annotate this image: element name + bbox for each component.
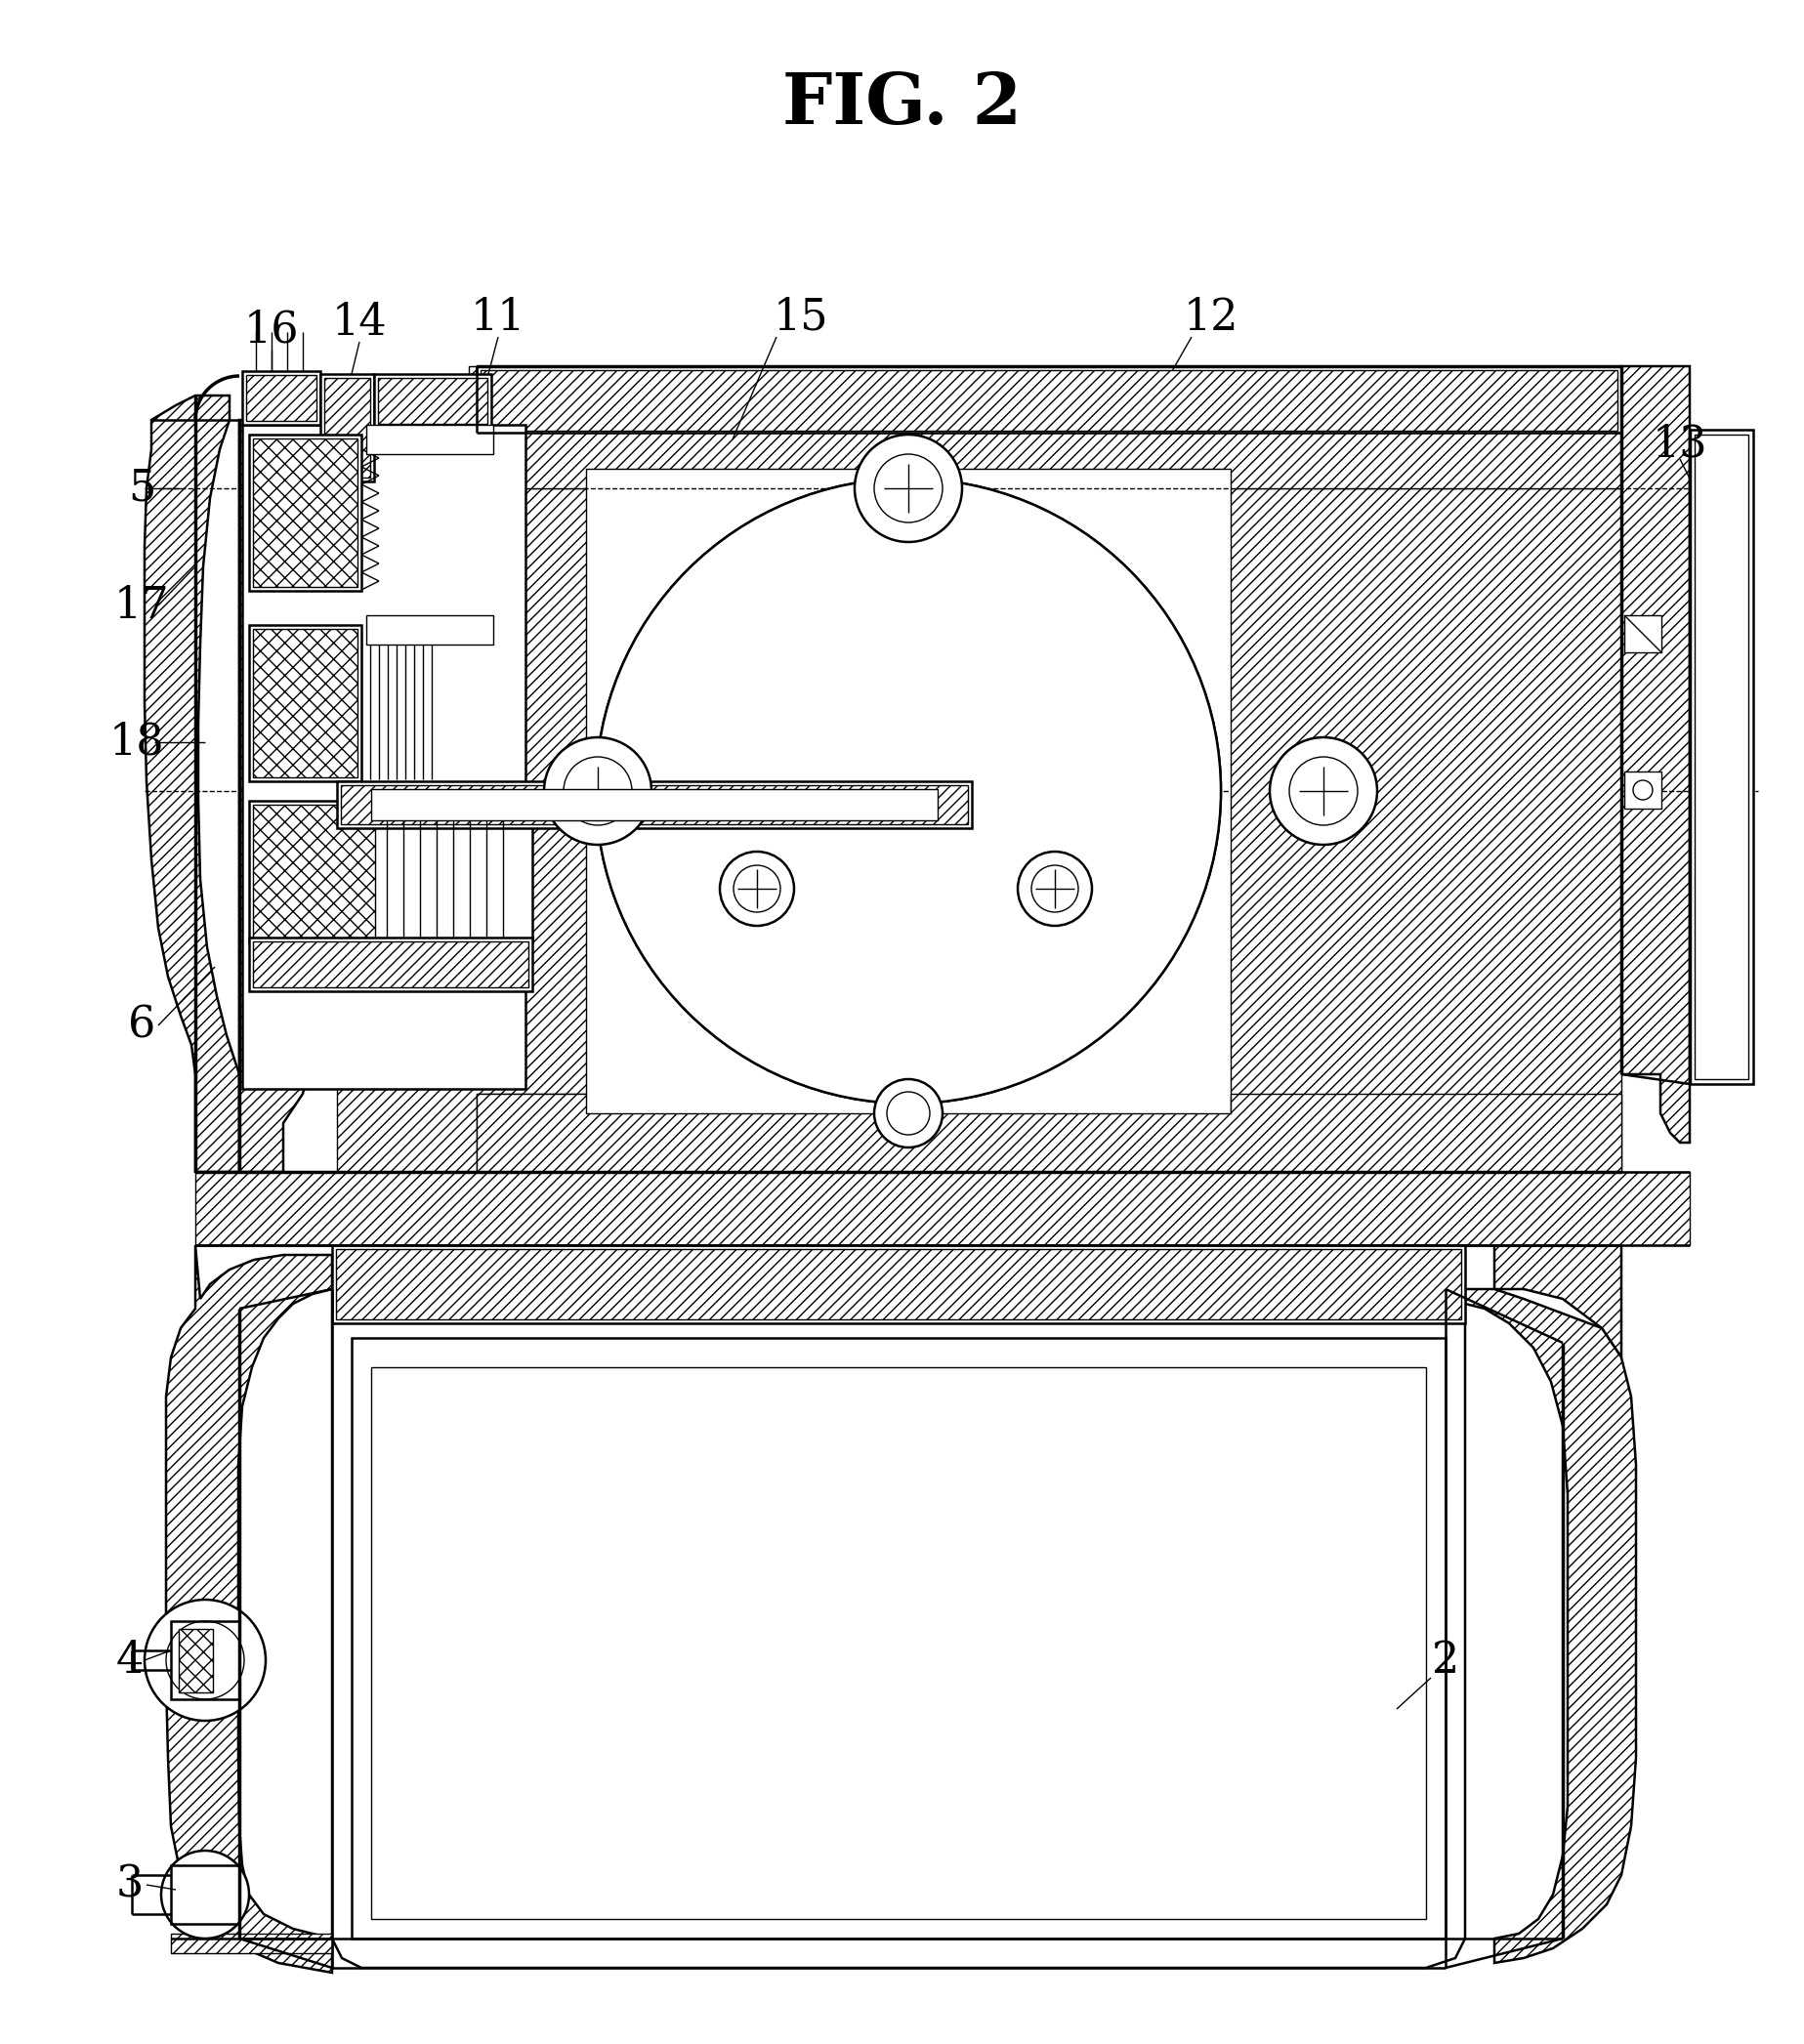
Bar <box>242 425 525 1089</box>
Bar <box>325 378 370 478</box>
Bar <box>1690 429 1753 1083</box>
Bar <box>480 370 1618 431</box>
Polygon shape <box>1230 489 1622 1171</box>
Bar <box>373 374 491 427</box>
Bar <box>171 1621 240 1699</box>
Polygon shape <box>166 1245 332 1972</box>
Bar <box>171 1866 240 1923</box>
Circle shape <box>734 865 781 912</box>
Bar <box>171 1866 240 1923</box>
Text: FIG. 2: FIG. 2 <box>783 69 1021 139</box>
Bar <box>341 785 969 824</box>
Polygon shape <box>144 397 240 1171</box>
Bar <box>478 366 1625 433</box>
Polygon shape <box>332 1290 1465 1968</box>
Circle shape <box>595 478 1221 1104</box>
Bar <box>352 1339 1445 1938</box>
Circle shape <box>144 1600 265 1721</box>
Circle shape <box>161 1850 249 1938</box>
Bar <box>253 805 375 938</box>
Polygon shape <box>1445 1290 1636 1962</box>
Bar <box>337 781 972 828</box>
Bar <box>253 439 357 587</box>
Circle shape <box>855 435 962 542</box>
Text: 16: 16 <box>244 309 299 352</box>
Bar <box>332 1245 1465 1322</box>
Bar <box>253 942 529 987</box>
Bar <box>321 374 373 482</box>
Bar <box>336 1249 1461 1318</box>
Bar <box>242 372 321 425</box>
Circle shape <box>720 852 794 926</box>
Polygon shape <box>476 433 1622 489</box>
Bar <box>171 1621 240 1699</box>
Bar <box>366 425 492 454</box>
Text: 4: 4 <box>115 1639 144 1682</box>
Text: 5: 5 <box>128 468 155 509</box>
Bar <box>372 1367 1425 1919</box>
Text: 12: 12 <box>1183 296 1239 339</box>
Circle shape <box>875 454 942 523</box>
Circle shape <box>875 1079 942 1147</box>
Polygon shape <box>1622 366 1690 1143</box>
Text: 15: 15 <box>774 296 828 339</box>
Text: 11: 11 <box>471 296 525 339</box>
Bar <box>249 938 532 991</box>
Bar <box>195 1171 1690 1245</box>
Bar <box>379 378 487 423</box>
Text: 18: 18 <box>108 722 164 762</box>
Bar <box>1694 435 1748 1079</box>
Bar <box>253 630 357 777</box>
Text: 2: 2 <box>1432 1639 1459 1682</box>
Bar <box>476 366 1622 435</box>
Bar <box>366 615 492 644</box>
Circle shape <box>563 756 631 826</box>
Circle shape <box>166 1621 244 1699</box>
Circle shape <box>1290 756 1358 826</box>
Polygon shape <box>476 1094 1622 1171</box>
Circle shape <box>888 1091 929 1134</box>
Text: 6: 6 <box>128 1004 155 1047</box>
Circle shape <box>1017 852 1091 926</box>
Bar <box>249 801 532 942</box>
Text: 13: 13 <box>1652 423 1708 466</box>
Polygon shape <box>1494 1245 1622 1357</box>
Circle shape <box>545 738 651 844</box>
Bar <box>372 789 938 820</box>
Bar <box>469 366 489 433</box>
Text: 14: 14 <box>332 300 388 343</box>
Polygon shape <box>240 419 337 1171</box>
Bar <box>249 435 361 591</box>
Polygon shape <box>337 433 586 1171</box>
Circle shape <box>1633 781 1652 799</box>
Bar <box>249 625 361 781</box>
Text: 17: 17 <box>114 585 170 628</box>
Circle shape <box>595 478 1221 1104</box>
Bar <box>245 374 316 421</box>
Bar <box>1624 771 1661 809</box>
Circle shape <box>1270 738 1376 844</box>
Bar <box>337 433 1622 1171</box>
Bar <box>1624 615 1661 652</box>
Bar <box>171 1934 332 1954</box>
Bar <box>179 1629 213 1692</box>
Text: 3: 3 <box>115 1864 144 1905</box>
Circle shape <box>1032 865 1079 912</box>
